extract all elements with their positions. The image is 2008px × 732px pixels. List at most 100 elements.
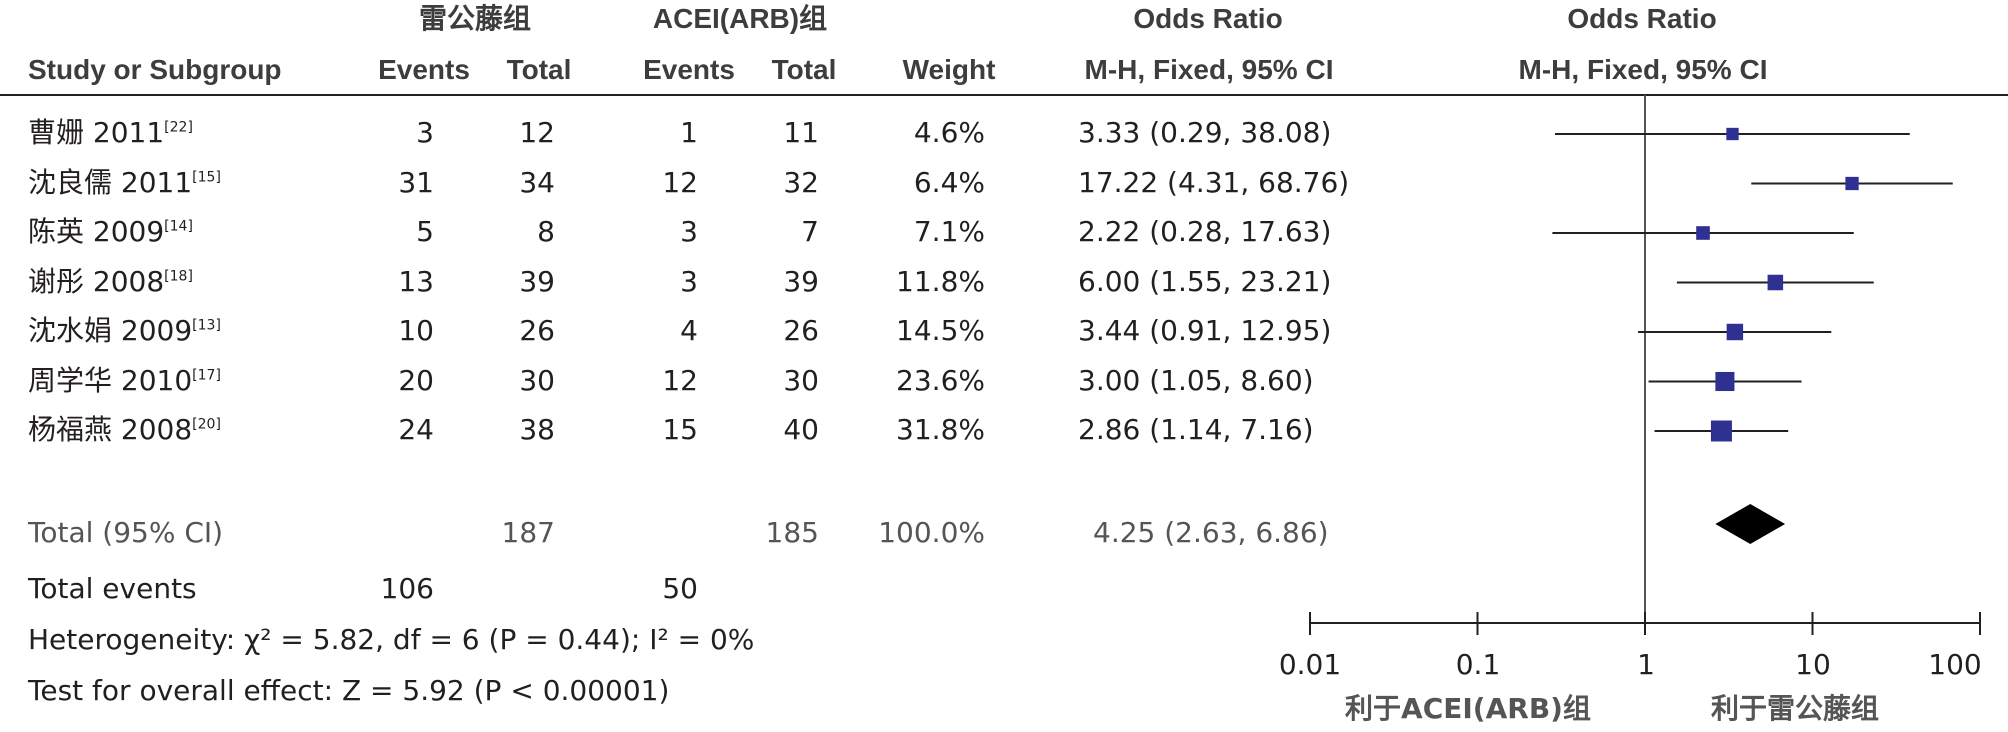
events-group2: 4 bbox=[680, 314, 698, 347]
total-group2: 39 bbox=[783, 264, 819, 298]
axis-tick-label-3: 10 bbox=[1795, 648, 1831, 681]
total-group1: 8 bbox=[537, 215, 555, 248]
group2-header: ACEI(ARB)组 bbox=[652, 3, 828, 34]
total-group2: 7 bbox=[801, 215, 819, 248]
total-header-group2: Total bbox=[771, 54, 837, 85]
study-reference: [20] bbox=[192, 416, 221, 433]
events-group1: 5 bbox=[416, 215, 434, 248]
events-group2: 15 bbox=[662, 413, 698, 446]
study-column-header: Study or Subgroup bbox=[28, 54, 282, 85]
total-events-label: Total events bbox=[28, 572, 197, 605]
study-name: 杨福燕 2008[20] bbox=[28, 413, 221, 447]
weight: 31.8% bbox=[896, 413, 985, 446]
study-reference: [17] bbox=[192, 367, 221, 384]
study-name: 沈良儒 2011[15] bbox=[28, 166, 221, 200]
weight: 4.6% bbox=[913, 116, 985, 149]
weight: 6.4% bbox=[913, 165, 985, 199]
favours-right-label: 利于雷公藤组 bbox=[1710, 692, 1880, 725]
plot-column-method: M-H, Fixed, 95% CI bbox=[1518, 54, 1768, 85]
total-ci: 4.25 (2.63, 6.86) bbox=[1093, 516, 1329, 549]
events-group1: 20 bbox=[398, 363, 434, 397]
pooled-diamond bbox=[1715, 504, 1786, 544]
odds-ratio-ci: 2.86 (1.14, 7.16) bbox=[1078, 413, 1314, 446]
axis-tick-label-2: 1 bbox=[1637, 648, 1655, 681]
overall-effect-text: Test for overall effect: Z = 5.92 (P < 0… bbox=[28, 674, 670, 707]
odds-ratio-ci: 6.00 (1.55, 23.21) bbox=[1078, 264, 1332, 298]
study-name: 沈水娟 2009[13] bbox=[28, 314, 221, 348]
study-marker bbox=[1696, 226, 1710, 240]
events-group2: 3 bbox=[680, 264, 698, 298]
total-label: Total (95% CI) bbox=[28, 516, 224, 549]
total-group1: 30 bbox=[519, 363, 555, 397]
total-header-group1: Total bbox=[506, 54, 572, 85]
total-group1: 34 bbox=[519, 165, 555, 199]
events-header-group2: Events bbox=[643, 54, 735, 85]
study-marker bbox=[1726, 127, 1739, 141]
events-group1: 31 bbox=[398, 165, 434, 199]
events-group2: 12 bbox=[662, 165, 698, 199]
study-name: 陈英 2009[14] bbox=[28, 215, 193, 249]
total-group2: 30 bbox=[783, 363, 819, 397]
axis-tick-label-4: 100 bbox=[1928, 648, 1982, 681]
total-group2: 40 bbox=[783, 413, 819, 446]
weight-header: Weight bbox=[902, 54, 996, 85]
total-weight: 100.0% bbox=[878, 516, 985, 549]
study-name: 曹姗 2011[22] bbox=[28, 116, 193, 150]
total-events-group2: 50 bbox=[662, 572, 698, 605]
header-rule bbox=[0, 94, 2008, 96]
events-group2: 1 bbox=[680, 116, 698, 149]
study-name-text: 曹姗 2011 bbox=[28, 116, 165, 149]
odds-ratio-ci: 3.00 (1.05, 8.60) bbox=[1078, 363, 1314, 397]
axis-tick-label-1: 0.1 bbox=[1455, 648, 1501, 681]
axis-tick-label-0: 0.01 bbox=[1278, 648, 1342, 681]
events-group1: 24 bbox=[398, 413, 434, 446]
favours-left-label: 利于ACEI(ARB)组 bbox=[1345, 692, 1591, 725]
events-group1: 10 bbox=[398, 314, 434, 347]
total-group2: 32 bbox=[783, 165, 819, 199]
study-marker bbox=[1845, 176, 1859, 191]
total-group1: 39 bbox=[519, 264, 555, 298]
or-column-method: M-H, Fixed, 95% CI bbox=[1084, 54, 1334, 85]
plot-column-title: Odds Ratio bbox=[1567, 3, 1717, 34]
study-name-text: 杨福燕 2008 bbox=[28, 413, 193, 446]
study-marker bbox=[1715, 371, 1735, 392]
events-group2: 3 bbox=[680, 215, 698, 248]
odds-ratio-ci: 17.22 (4.31, 68.76) bbox=[1078, 165, 1350, 199]
events-group1: 13 bbox=[398, 264, 434, 298]
total-group1: 12 bbox=[519, 116, 555, 149]
weight: 7.1% bbox=[913, 215, 985, 248]
group1-header: 雷公藤组 bbox=[418, 2, 532, 35]
study-name-text: 陈英 2009 bbox=[28, 215, 165, 248]
study-reference: [18] bbox=[164, 268, 193, 285]
total-group2: 26 bbox=[783, 314, 819, 347]
total-count-group2: 185 bbox=[765, 516, 819, 549]
odds-ratio-ci: 2.22 (0.28, 17.63) bbox=[1078, 215, 1332, 248]
odds-ratio-ci: 3.44 (0.91, 12.95) bbox=[1078, 314, 1332, 347]
total-events-group1: 106 bbox=[380, 572, 434, 605]
study-reference: [14] bbox=[164, 218, 193, 235]
events-group1: 3 bbox=[416, 116, 434, 149]
heterogeneity-text: Heterogeneity: χ² = 5.82, df = 6 (P = 0.… bbox=[28, 623, 755, 656]
study-marker bbox=[1726, 323, 1744, 341]
study-reference: [22] bbox=[164, 119, 193, 136]
weight: 23.6% bbox=[896, 363, 985, 397]
study-marker bbox=[1710, 420, 1732, 442]
total-group2: 11 bbox=[783, 116, 819, 149]
study-name: 周学华 2010[17] bbox=[28, 364, 221, 398]
study-name-text: 沈良儒 2011 bbox=[28, 165, 193, 199]
odds-ratio-ci: 3.33 (0.29, 38.08) bbox=[1078, 116, 1332, 149]
study-reference: [15] bbox=[192, 169, 221, 186]
study-name-text: 周学华 2010 bbox=[28, 363, 193, 397]
study-marker bbox=[1767, 274, 1784, 291]
study-name-text: 沈水娟 2009 bbox=[28, 314, 193, 347]
study-name-text: 谢彤 2008 bbox=[28, 264, 165, 298]
total-group1: 38 bbox=[519, 413, 555, 446]
weight: 14.5% bbox=[896, 314, 985, 347]
study-name: 谢彤 2008[18] bbox=[28, 265, 193, 299]
or-column-title: Odds Ratio bbox=[1133, 3, 1283, 34]
study-reference: [13] bbox=[192, 317, 221, 334]
total-group1: 26 bbox=[519, 314, 555, 347]
events-header-group1: Events bbox=[378, 54, 470, 85]
events-group2: 12 bbox=[662, 363, 698, 397]
